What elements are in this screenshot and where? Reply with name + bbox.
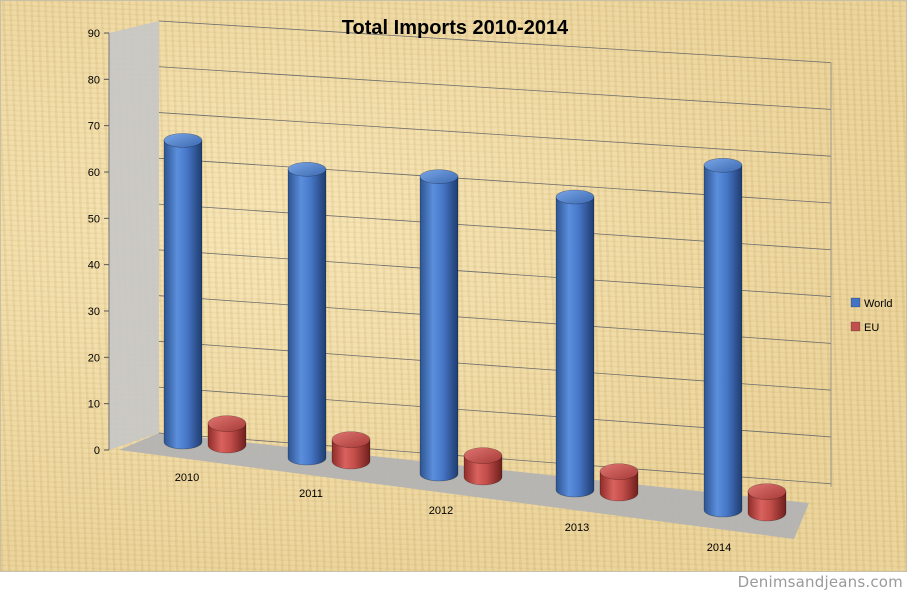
bars <box>163 133 787 522</box>
bar-world-2013-top <box>555 189 595 205</box>
bar-eu-2013-top <box>599 463 639 480</box>
legend-swatch <box>850 321 861 332</box>
y-tick-label: 70 <box>88 121 100 133</box>
bar-world-2012-body <box>419 176 459 482</box>
watermark: Denimsandjeans.com <box>737 573 903 591</box>
bar-eu-2012-top <box>463 447 503 464</box>
x-tick-label: 2011 <box>299 488 323 500</box>
bar-eu-2014-top <box>747 483 787 500</box>
bar-world-2011 <box>287 161 327 466</box>
gridline <box>158 112 832 157</box>
bar-world-2011-body <box>287 168 327 466</box>
bar-eu-2011 <box>331 431 371 470</box>
bar-eu-2010 <box>207 415 247 454</box>
bar-world-2014-top <box>703 157 743 173</box>
y-tick-label: 10 <box>88 399 100 411</box>
bar-world-2010 <box>163 133 203 450</box>
x-tick-label: 2012 <box>429 505 453 517</box>
y-tick-label: 90 <box>88 28 100 40</box>
bar-eu-2012 <box>463 447 503 486</box>
bar-eu-2014-body <box>747 491 787 522</box>
legend-swatch <box>850 297 861 308</box>
bar-world-2014-body <box>703 164 743 518</box>
bar-eu-2013-body <box>599 471 639 502</box>
y-tick-label: 30 <box>88 306 100 318</box>
legend: World EU <box>850 297 893 334</box>
bar-world-2010-top <box>163 133 203 148</box>
legend-label: World <box>864 298 893 310</box>
x-axis: 2010 2011 2012 2013 2014 <box>175 472 731 554</box>
bar-world-2011-top <box>287 161 327 177</box>
chart-area: 0 10 20 30 40 50 60 70 80 90 2010 2011 2012 2013 2014… <box>0 0 907 572</box>
y-tick-label: 40 <box>88 260 100 272</box>
bar-world-2012-top <box>419 169 459 184</box>
left-wall <box>109 21 159 450</box>
chart-svg: 0 10 20 30 40 50 60 70 80 90 2010 2011 2012 2013 2014… <box>88 17 893 554</box>
bar-eu-2010-top <box>207 415 247 432</box>
x-tick-label: 2013 <box>565 522 589 534</box>
bar-eu-2013 <box>599 463 639 502</box>
y-tick-label: 80 <box>88 74 100 86</box>
gridline <box>158 20 832 64</box>
chart-title: Total Imports 2010-2014 <box>342 17 569 39</box>
bar-eu-2014 <box>747 483 787 522</box>
bar-world-2010-body <box>163 140 203 450</box>
bar-eu-2011-body <box>331 439 371 470</box>
y-tick-label: 50 <box>88 213 100 225</box>
y-tick-label: 0 <box>94 445 100 457</box>
bar-world-2013-body <box>555 196 595 498</box>
x-tick-label: 2014 <box>707 542 731 554</box>
x-tick-label: 2010 <box>175 472 199 484</box>
legend-label: EU <box>864 322 879 334</box>
y-tick-label: 20 <box>88 352 100 364</box>
bar-world-2014 <box>703 157 743 518</box>
bar-eu-2010-body <box>207 423 247 454</box>
bar-eu-2012-body <box>463 455 503 486</box>
bar-eu-2011-top <box>331 431 371 448</box>
y-tick-label: 60 <box>88 167 100 179</box>
y-axis: 0 10 20 30 40 50 60 70 80 90 <box>88 28 110 457</box>
bar-world-2013 <box>555 189 595 498</box>
gridline <box>158 66 832 110</box>
bar-world-2012 <box>419 169 459 482</box>
